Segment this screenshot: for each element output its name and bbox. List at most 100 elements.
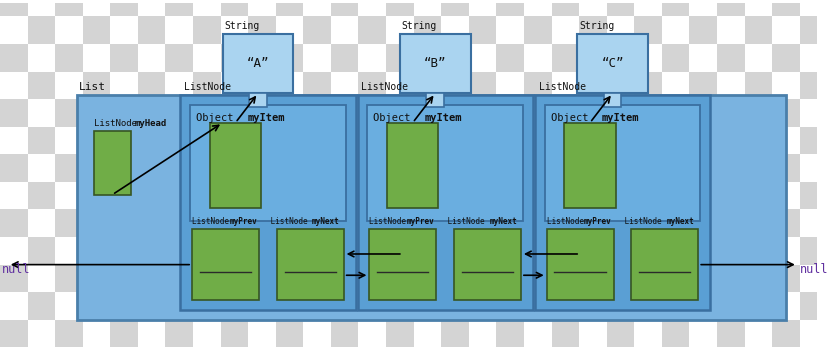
Bar xyxy=(607,99,634,127)
Bar xyxy=(83,127,110,154)
Bar xyxy=(0,237,27,265)
Bar xyxy=(83,72,110,99)
Bar xyxy=(359,99,386,127)
Bar xyxy=(469,72,496,99)
Bar xyxy=(469,209,496,237)
Bar xyxy=(800,99,828,127)
Bar xyxy=(27,265,55,292)
Bar xyxy=(110,292,138,320)
Text: String: String xyxy=(402,21,437,31)
Bar xyxy=(607,182,634,209)
Bar xyxy=(607,72,634,99)
Bar xyxy=(138,154,165,182)
Bar xyxy=(386,44,413,72)
Bar xyxy=(369,229,437,300)
Bar xyxy=(138,237,165,265)
Bar xyxy=(248,237,276,265)
Bar xyxy=(662,209,690,237)
Bar xyxy=(386,209,413,237)
Bar xyxy=(772,265,800,292)
Bar xyxy=(276,0,303,16)
Bar xyxy=(331,209,359,237)
Bar xyxy=(442,44,469,72)
Bar xyxy=(442,237,469,265)
Bar xyxy=(745,127,772,154)
Bar xyxy=(772,209,800,237)
Bar xyxy=(193,320,221,347)
Bar xyxy=(442,0,469,16)
Bar xyxy=(745,209,772,237)
Bar xyxy=(276,16,303,44)
Bar xyxy=(165,209,193,237)
Bar xyxy=(386,265,413,292)
Text: “B”: “B” xyxy=(424,57,447,70)
Bar xyxy=(193,127,221,154)
Bar xyxy=(386,72,413,99)
Bar xyxy=(607,265,634,292)
Bar xyxy=(27,44,55,72)
Bar xyxy=(83,44,110,72)
Bar xyxy=(551,154,579,182)
Bar xyxy=(138,99,165,127)
Bar xyxy=(331,154,359,182)
Bar xyxy=(634,44,662,72)
Bar xyxy=(634,154,662,182)
Bar xyxy=(55,154,83,182)
Bar xyxy=(110,16,138,44)
Bar xyxy=(800,320,828,347)
Bar xyxy=(359,44,386,72)
Bar xyxy=(138,44,165,72)
Bar xyxy=(386,292,413,320)
Bar xyxy=(634,16,662,44)
Text: myItem: myItem xyxy=(602,113,639,123)
Bar xyxy=(442,127,469,154)
Bar xyxy=(607,237,634,265)
Bar xyxy=(248,127,276,154)
Bar xyxy=(386,0,413,16)
Bar xyxy=(579,292,607,320)
Bar xyxy=(77,95,786,320)
Bar xyxy=(745,44,772,72)
Bar xyxy=(303,154,331,182)
Bar xyxy=(0,320,27,347)
Bar xyxy=(745,72,772,99)
Bar xyxy=(800,127,828,154)
Bar xyxy=(469,154,496,182)
Bar xyxy=(193,292,221,320)
Text: ListNode: ListNode xyxy=(192,217,234,226)
Bar xyxy=(358,95,533,310)
Bar xyxy=(690,320,717,347)
Bar xyxy=(193,209,221,237)
Bar xyxy=(579,99,607,127)
Bar xyxy=(551,0,579,16)
Bar xyxy=(690,44,717,72)
Bar xyxy=(662,320,690,347)
Bar xyxy=(745,0,772,16)
Bar xyxy=(577,34,648,93)
Bar xyxy=(690,292,717,320)
Bar xyxy=(359,265,386,292)
Bar xyxy=(551,237,579,265)
Bar xyxy=(165,292,193,320)
Bar xyxy=(83,265,110,292)
Bar xyxy=(772,0,800,16)
Bar xyxy=(303,292,331,320)
Bar xyxy=(469,292,496,320)
Bar xyxy=(579,154,607,182)
Bar xyxy=(634,127,662,154)
Text: “A”: “A” xyxy=(247,57,269,70)
Bar xyxy=(469,16,496,44)
Bar xyxy=(276,99,303,127)
Bar xyxy=(607,127,634,154)
Bar xyxy=(276,182,303,209)
Bar xyxy=(800,44,828,72)
Bar xyxy=(413,320,442,347)
Text: ListNode: ListNode xyxy=(94,119,142,128)
Bar xyxy=(551,44,579,72)
Bar xyxy=(138,72,165,99)
Bar xyxy=(690,265,717,292)
Bar xyxy=(83,209,110,237)
Bar xyxy=(387,123,438,208)
Bar xyxy=(400,34,471,93)
Bar xyxy=(717,154,745,182)
